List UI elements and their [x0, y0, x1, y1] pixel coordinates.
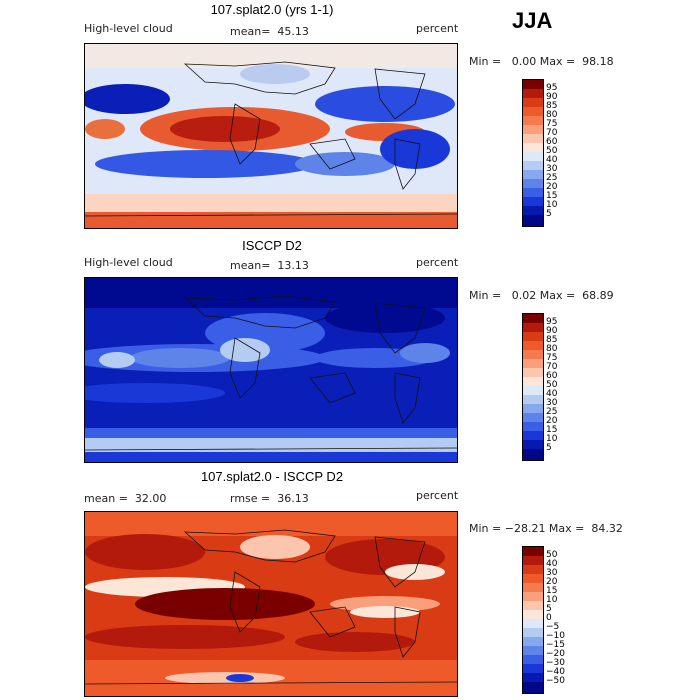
colorbar-tick-label: 40: [546, 389, 558, 399]
panel2-units: percent: [416, 256, 459, 269]
colorbar-tick-label: −10: [546, 631, 565, 641]
panel1-range: Min = 0.00 Max = 98.18: [469, 55, 614, 68]
colorbar-tick-label: 90: [546, 326, 558, 336]
colorbar-tick-label: 15: [546, 425, 558, 435]
colorbar-tick-label: 5: [546, 604, 552, 614]
colorbar-tick-label: −5: [546, 622, 560, 632]
colorbar-tick-label: 5: [546, 209, 552, 219]
colorbar-tick-label: 10: [546, 434, 558, 444]
colorbar-tick-label: 15: [546, 191, 558, 201]
panel1-title: 107.splat2.0 (yrs 1-1): [210, 2, 334, 17]
panel2-warm-pool-region: [220, 338, 270, 362]
colorbar-tick-label: 10: [546, 595, 558, 605]
colorbar-tick-label: 75: [546, 119, 558, 129]
panel2-range: Min = 0.02 Max = 68.89: [469, 289, 614, 302]
panel2-variable: High-level cloud: [84, 256, 173, 269]
panel2-mean: mean= 13.13: [230, 259, 309, 272]
colorbar-tick-label: 50: [546, 380, 558, 390]
panel3-negative-region: [226, 674, 254, 682]
colorbar-tick-label: −40: [546, 667, 565, 677]
panel3-rmse: rmse = 36.13: [230, 492, 309, 505]
colorbar-tick-label: −15: [546, 640, 565, 650]
panel1-coastlines: [85, 61, 457, 217]
panel1-colorbar: [522, 79, 544, 227]
colorbar-tick-label: 60: [546, 137, 558, 147]
panel1-variable: High-level cloud: [84, 22, 173, 35]
colorbar-tick-label: 95: [546, 83, 558, 93]
colorbar-tick-label: 50: [546, 146, 558, 156]
panel3-range: Min = −28.21 Max = 84.32: [469, 522, 623, 535]
colorbar-tick-label: 80: [546, 344, 558, 354]
colorbar-tick-label: 0: [546, 613, 552, 623]
panel1-mean: mean= 45.13: [230, 25, 309, 38]
colorbar-tick-label: 40: [546, 559, 558, 569]
colorbar-tick-label: 75: [546, 353, 558, 363]
colorbar-tick-label: 30: [546, 164, 558, 174]
colorbar-tick-label: 5: [546, 443, 552, 453]
panel1-low-cloud-region: [85, 84, 170, 114]
panel2-coastlines: [85, 295, 457, 451]
colorbar-tick-label: 95: [546, 317, 558, 327]
colorbar-tick-label: −50: [546, 676, 565, 686]
colorbar-tick-label: 85: [546, 335, 558, 345]
colorbar-tick-label: 50: [546, 550, 558, 560]
panel2-title: ISCCP D2: [242, 238, 302, 253]
colorbar-tick-label: 30: [546, 398, 558, 408]
panel3-colorbar: [522, 546, 544, 694]
panel3-coastlines: [85, 529, 457, 685]
panel1-map: [84, 43, 458, 229]
colorbar-tick-label: 20: [546, 182, 558, 192]
season-label: JJA: [512, 8, 553, 33]
panel2-map: [84, 277, 458, 463]
colorbar-tick-label: 40: [546, 155, 558, 165]
panel1-units: percent: [416, 22, 459, 35]
colorbar-tick-label: 15: [546, 586, 558, 596]
colorbar-tick-label: 20: [546, 577, 558, 587]
panel3-map: [84, 511, 458, 697]
colorbar-tick-label: 80: [546, 110, 558, 120]
colorbar-tick-label: 60: [546, 371, 558, 381]
colorbar-tick-label: 70: [546, 362, 558, 372]
colorbar-tick-label: 25: [546, 173, 558, 183]
panel3-units: percent: [416, 489, 459, 502]
colorbar-tick-label: 30: [546, 568, 558, 578]
colorbar-tick-label: 85: [546, 101, 558, 111]
panel3-mean: mean = 32.00: [84, 492, 167, 505]
colorbar-tick-label: 10: [546, 200, 558, 210]
colorbar-tick-label: 70: [546, 128, 558, 138]
panel3-title: 107.splat2.0 - ISCCP D2: [200, 469, 344, 484]
colorbar-tick-label: 90: [546, 92, 558, 102]
colorbar-tick-label: −30: [546, 658, 565, 668]
panel2-colorbar: [522, 313, 544, 461]
colorbar-tick-label: −20: [546, 649, 565, 659]
colorbar-tick-label: 25: [546, 407, 558, 417]
colorbar-tick-label: 20: [546, 416, 558, 426]
